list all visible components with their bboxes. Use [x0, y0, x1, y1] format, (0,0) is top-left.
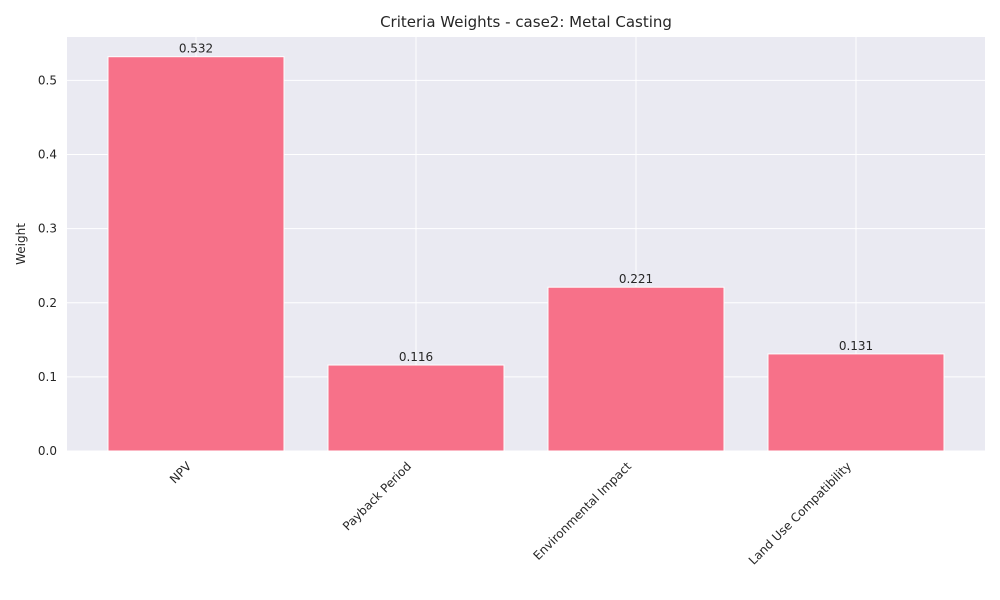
- x-tick-label: Environmental Impact: [530, 459, 634, 563]
- y-tick-label: 0.5: [38, 73, 57, 87]
- bar: [767, 353, 945, 452]
- bar-value-label: 0.532: [179, 42, 213, 56]
- x-axis-ticks: NPV Payback Period Environmental Impact Lan…: [167, 459, 854, 568]
- y-tick-label: 0.1: [38, 370, 57, 384]
- y-tick-label: 0.2: [38, 296, 57, 310]
- bar: [107, 56, 285, 452]
- y-axis-label: Weight: [14, 223, 28, 265]
- x-tick-label: Payback Period: [340, 459, 414, 533]
- x-tick-label: Land Use Compatibility: [746, 459, 854, 567]
- y-tick-label: 0.3: [38, 222, 57, 236]
- y-tick-label: 0.4: [38, 148, 57, 162]
- data-labels: 0.532 0.116 0.221 0.131: [179, 42, 873, 364]
- y-tick-label: 0.0: [38, 444, 57, 458]
- y-axis-ticks: 0.0 0.1 0.2 0.3 0.4 0.5: [38, 73, 57, 458]
- bar-value-label: 0.116: [399, 350, 433, 364]
- bar-value-label: 0.221: [619, 272, 653, 286]
- x-tick-label: NPV: [167, 459, 195, 487]
- bar: [547, 286, 725, 452]
- bar-value-label: 0.131: [839, 339, 873, 353]
- bar: [327, 364, 505, 452]
- bars: [107, 56, 945, 452]
- chart-title: Criteria Weights - case2: Metal Casting: [380, 13, 672, 31]
